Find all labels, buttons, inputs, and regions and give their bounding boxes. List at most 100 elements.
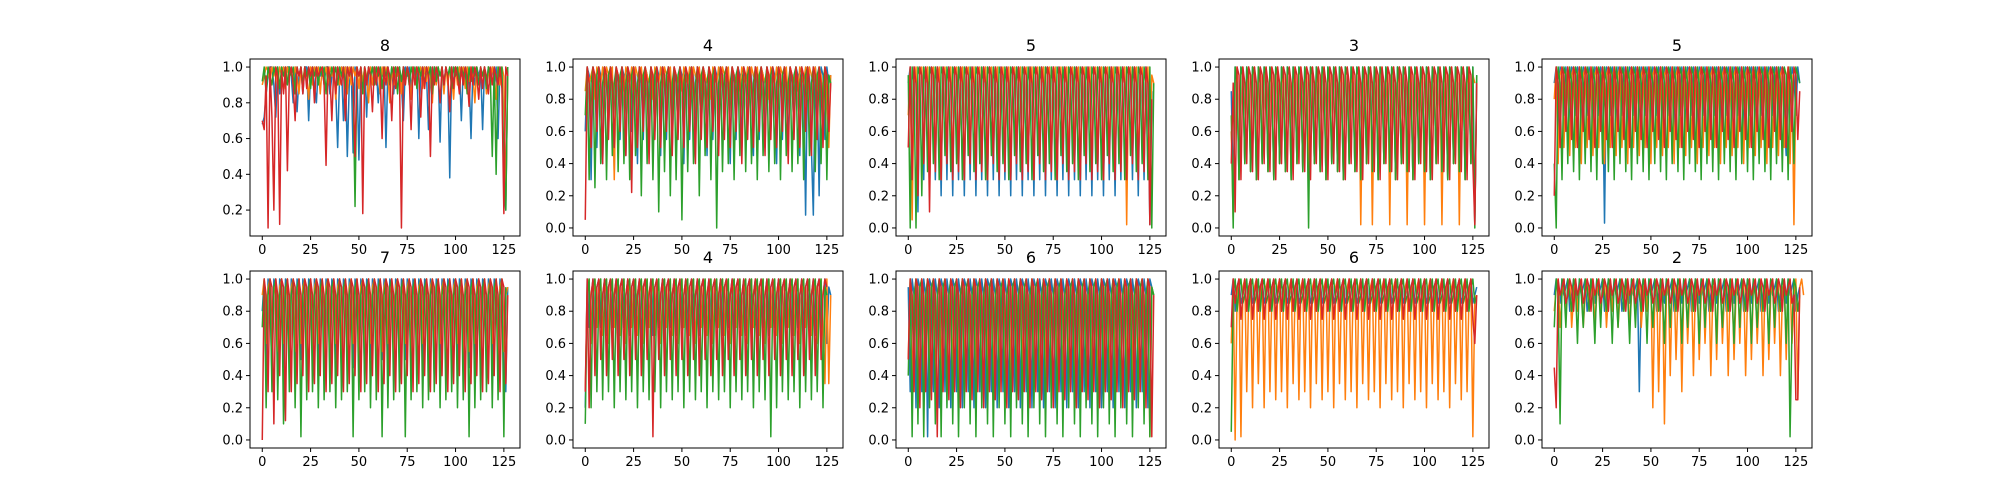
- y-tick-label: 0.8: [222, 305, 243, 320]
- y-tick-label: 0.0: [545, 221, 566, 236]
- x-tick-label: 0: [581, 455, 589, 470]
- x-tick-label: 125: [1783, 243, 1808, 258]
- x-tick-label: 0: [258, 455, 266, 470]
- y-tick-label: 0.4: [1514, 157, 1535, 172]
- series-line-4: [1553, 66, 1801, 196]
- series-line-4: [584, 66, 832, 220]
- y-tick-label: 0.2: [868, 401, 889, 416]
- subplot-7: 4 0 25 50 75 100 125 0.0 0.2 0.4 0.6 0.8 1.0: [545, 248, 844, 470]
- y-tick-label: 0.8: [1191, 93, 1212, 108]
- x-tick-label: 0: [1550, 243, 1558, 258]
- subplot-title: 3: [1349, 36, 1359, 55]
- x-tick-label: 100: [1735, 243, 1760, 258]
- y-tick-label: 0.6: [1514, 337, 1535, 352]
- x-tick-label: 125: [1460, 455, 1485, 470]
- x-tick-label: 50: [674, 455, 691, 470]
- y-tick-label: 0.8: [545, 93, 566, 108]
- series-group: [1553, 278, 1805, 438]
- y-tick-label: 0.6: [1191, 337, 1212, 352]
- subplot-title: 8: [380, 36, 390, 55]
- x-tick-label: 25: [1594, 243, 1611, 258]
- y-tick-label: 0.8: [868, 93, 889, 108]
- y-tick-label: 0.0: [1514, 433, 1535, 448]
- x-tick-label: 50: [1643, 455, 1660, 470]
- y-tick-label: 0.0: [1191, 433, 1212, 448]
- x-tick-label: 25: [1594, 455, 1611, 470]
- x-tick-label: 25: [948, 455, 965, 470]
- series-group: [907, 278, 1155, 438]
- subplot-10: 2 0 25 50 75 100 125 0.0 0.2 0.4 0.6 0.8 1.0: [1514, 248, 1813, 470]
- series-line-4: [1230, 278, 1478, 345]
- subplot-title: 4: [703, 248, 713, 267]
- y-tick-label: 1.0: [868, 273, 889, 288]
- y-tick-label: 0.2: [222, 204, 243, 219]
- y-tick-label: 1.0: [868, 61, 889, 76]
- subplot-9: 6 0 25 50 75 100 125 0.0 0.2 0.4 0.6 0.8 1.0: [1191, 248, 1490, 470]
- x-tick-label: 50: [1320, 243, 1337, 258]
- series-group: [584, 278, 832, 438]
- series-line-4: [1553, 278, 1801, 409]
- x-tick-label: 25: [1271, 243, 1288, 258]
- x-tick-label: 75: [1691, 455, 1708, 470]
- series-line-3: [261, 278, 507, 438]
- subplot-title: 5: [1672, 36, 1682, 55]
- x-tick-label: 75: [1368, 243, 1385, 258]
- x-tick-label: 100: [1412, 455, 1437, 470]
- y-tick-label: 0.6: [868, 125, 889, 140]
- subplot-2: 4 0 25 50 75 100 125 0.0 0.2 0.4 0.6 0.8 1.0: [545, 36, 844, 258]
- y-tick-label: 0.8: [1514, 93, 1535, 108]
- y-tick-label: 0.8: [222, 96, 243, 111]
- axes-frame: [1218, 58, 1490, 237]
- y-tick-label: 0.6: [545, 337, 566, 352]
- subplot-4: 3 0 25 50 75 100 125 0.0 0.2 0.4 0.6 0.8 1.0: [1191, 36, 1490, 258]
- series-line-3: [1230, 66, 1478, 229]
- y-tick-label: 0.0: [222, 433, 243, 448]
- y-tick-label: 0.6: [868, 337, 889, 352]
- subplot-title: 7: [380, 248, 390, 267]
- x-tick-label: 75: [722, 455, 739, 470]
- series-group: [261, 66, 509, 229]
- axes-frame: [895, 58, 1167, 237]
- subplot-title: 6: [1026, 248, 1036, 267]
- subplot-8: 6 0 25 50 75 100 125 0.0 0.2 0.4 0.6 0.8 1.0: [868, 248, 1167, 470]
- y-tick-label: 1.0: [1191, 273, 1212, 288]
- y-tick-label: 0.0: [868, 221, 889, 236]
- x-tick-label: 100: [766, 455, 791, 470]
- subplot-title: 5: [1026, 36, 1036, 55]
- x-tick-label: 0: [258, 243, 266, 258]
- y-tick-label: 0.0: [1514, 221, 1535, 236]
- series-group: [261, 278, 509, 440]
- x-tick-label: 100: [1089, 455, 1114, 470]
- x-tick-label: 0: [1227, 243, 1235, 258]
- y-tick-label: 0.6: [545, 125, 566, 140]
- y-tick-label: 0.8: [868, 305, 889, 320]
- y-tick-label: 1.0: [222, 273, 243, 288]
- y-tick-label: 0.6: [222, 337, 243, 352]
- y-tick-label: 0.4: [222, 369, 243, 384]
- series-group: [1230, 278, 1478, 441]
- x-tick-label: 0: [904, 243, 912, 258]
- series-line-4: [261, 278, 509, 440]
- x-tick-label: 50: [997, 455, 1014, 470]
- x-tick-label: 25: [1271, 455, 1288, 470]
- x-tick-label: 25: [948, 243, 965, 258]
- axes-frame: [1218, 270, 1490, 449]
- axes-frame: [249, 58, 521, 237]
- y-tick-label: 0.8: [1514, 305, 1535, 320]
- x-tick-label: 25: [625, 243, 642, 258]
- y-tick-label: 1.0: [222, 61, 243, 76]
- series-line-3: [907, 66, 1155, 229]
- y-tick-label: 0.4: [1191, 369, 1212, 384]
- x-tick-label: 75: [1368, 455, 1385, 470]
- y-tick-label: 1.0: [1514, 273, 1535, 288]
- x-tick-label: 50: [351, 243, 368, 258]
- x-tick-label: 100: [443, 455, 468, 470]
- y-tick-label: 0.4: [1191, 157, 1212, 172]
- x-tick-label: 100: [766, 243, 791, 258]
- x-tick-label: 125: [1783, 455, 1808, 470]
- axes-frame: [572, 58, 844, 237]
